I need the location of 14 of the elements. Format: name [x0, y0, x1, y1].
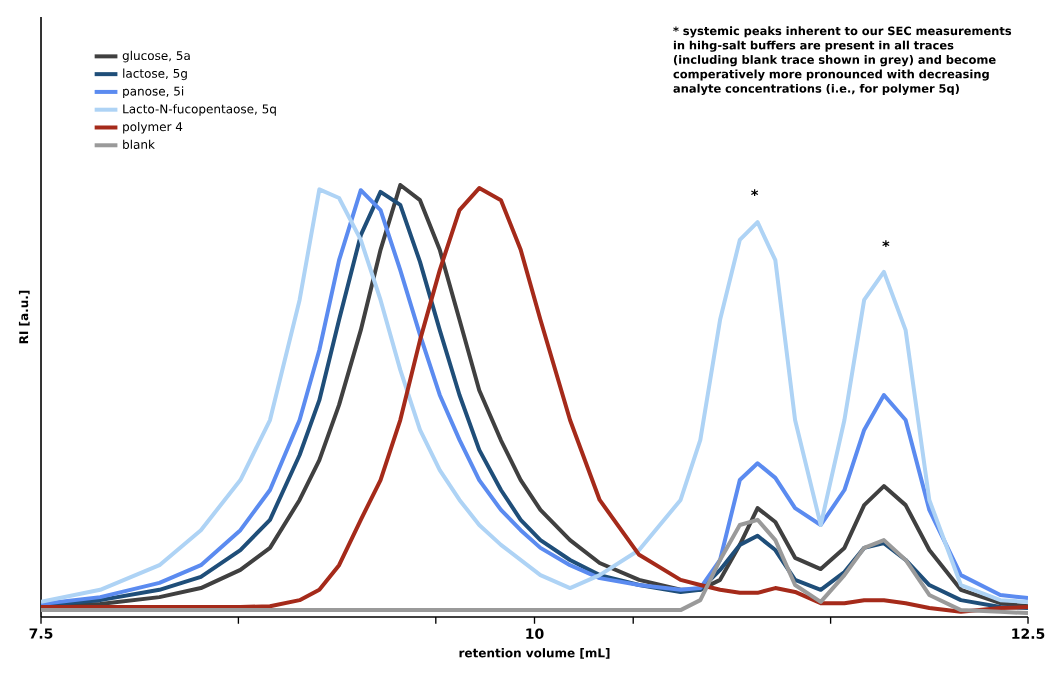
- legend-label: Lacto-N-fucopentaose, 5q: [123, 104, 276, 116]
- text: * systemic peaks inherent to our SEC measurements in hihg-salt buffers are present in all traces (including blank trace shown in grey) and become comperatively more pronounced with decreasing analyte concentrations (i.e., for polymer 5q): [673, 26, 1012, 96]
- legend-label: polymer 4: [123, 121, 183, 134]
- legend-label: glucose, 5a: [122, 50, 190, 63]
- y-axis-title: RI [a.u.]: [18, 290, 30, 344]
- legend-label: lactose, 5g: [123, 68, 187, 81]
- annotation: *: [882, 240, 890, 248]
- x-tick-label: 12.5: [1012, 628, 1045, 639]
- legend-label: blank: [123, 139, 155, 149]
- x-tick-label: 7.5: [29, 628, 53, 639]
- x-axis-title: retention volume [mL]: [459, 648, 610, 659]
- x-tick-label: 10: [526, 628, 544, 639]
- legend-label: panose, 5i: [123, 86, 184, 98]
- annotation: *: [751, 189, 759, 197]
